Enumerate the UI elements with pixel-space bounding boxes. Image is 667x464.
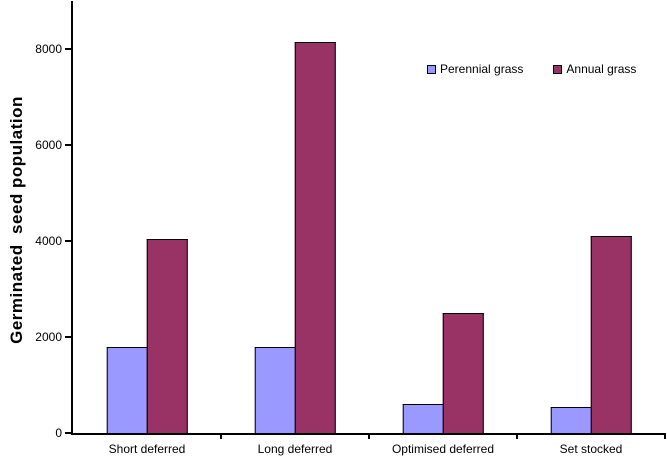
y-axis-tick-label: 6000 [35,138,62,153]
x-axis-category-label: Set stocked [559,442,623,456]
bar-annual-grass [146,238,188,433]
y-axis-tick [65,336,71,338]
y-axis-tick [65,240,71,242]
y-axis-tick-label: 0 [55,426,62,440]
x-axis-category-label: Short deferred [108,442,186,456]
y-axis-tick [65,144,71,147]
y-axis-tick-label: 8000 [35,42,62,56]
bar-pair [402,1,484,433]
legend-swatch-icon [427,64,436,74]
legend-label: Annual grass [566,62,637,76]
bar-perennial-grass [106,346,148,433]
x-axis-tick [368,433,370,439]
y-axis-tick-label: 4000 [35,234,62,248]
x-axis-tick [220,433,222,439]
bar-perennial-grass [550,406,592,433]
category-group: Optimised deferred [369,1,518,456]
y-axis-tick [65,432,71,434]
bar-annual-grass [590,236,632,433]
legend-label: Perennial grass [440,62,524,76]
category-group: Short deferred [73,1,222,456]
category-group: Set stocked [517,1,666,456]
y-axis-tick [65,48,71,50]
plot-area: 0 2000 4000 6000 8000 Short deferred Long defe… [35,1,666,456]
x-axis-tick [516,433,518,439]
bar-pair [254,1,336,433]
y-axis-tick-label: 2000 [35,330,62,344]
x-axis-category-label: Optimised deferred [391,442,495,456]
x-axis-tick [664,433,666,439]
legend: Perennial grass Annual grass [427,63,636,75]
legend-item: Annual grass [553,63,636,75]
bar-pair [550,1,632,433]
bar-annual-grass [294,41,336,433]
legend-item: Perennial grass [427,63,523,75]
y-axis-title: Germinated seed population [7,96,26,344]
legend-swatch-icon [553,64,563,74]
bar-annual-grass [442,313,484,433]
category-group: Long deferred [221,1,370,456]
x-axis-category-label: Long deferred [257,442,333,456]
bar-pair [106,1,188,433]
bar-perennial-grass [402,404,444,433]
bar-perennial-grass [254,346,296,433]
